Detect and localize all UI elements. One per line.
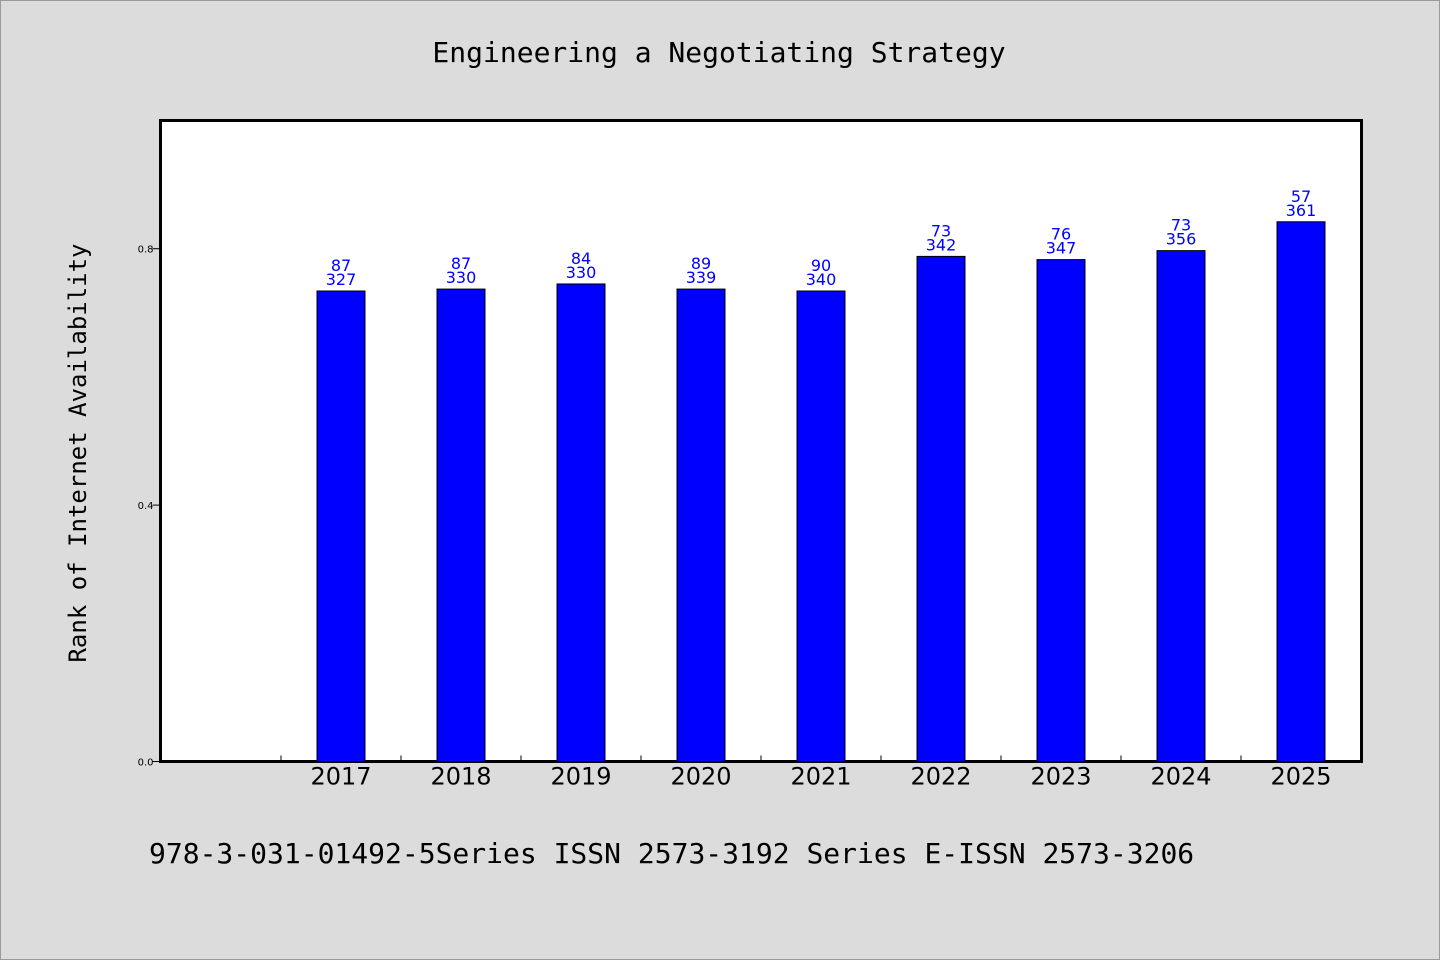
x-tick-label: 2019 — [550, 763, 611, 791]
data-label-bottom: 339 — [686, 268, 717, 287]
data-label-top: 76 — [1051, 225, 1071, 244]
bar-2023 — [1036, 259, 1086, 762]
bar-2021 — [796, 290, 846, 762]
data-label-top: 90 — [811, 256, 831, 275]
data-label-bottom: 340 — [806, 270, 837, 289]
data-label-top: 73 — [931, 221, 951, 240]
data-label-bottom: 330 — [566, 263, 597, 282]
bar-2019 — [556, 283, 606, 762]
data-label-bottom: 356 — [1166, 230, 1197, 249]
x-tick-label: 2024 — [1150, 763, 1211, 791]
bar-2024 — [1156, 250, 1206, 763]
data-label-top: 87 — [331, 256, 351, 275]
x-tick-label: 2023 — [1030, 763, 1091, 791]
y-tick-label: 0.4 — [138, 501, 154, 512]
chart-title: Engineering a Negotiating Strategy — [432, 36, 1005, 69]
data-label-top: 89 — [691, 254, 711, 273]
x-tick-label: 2025 — [1270, 763, 1331, 791]
x-tick-label: 2018 — [430, 763, 491, 791]
y-axis-label: Rank of Internet Availability — [64, 243, 92, 662]
data-label-top: 87 — [451, 254, 471, 273]
bar-2025 — [1276, 221, 1326, 762]
footer-isbn-issn: 978-3-031-01492-5Series ISSN 2573-3192 S… — [149, 837, 1194, 870]
x-tick-label: 2022 — [910, 763, 971, 791]
data-label-top: 57 — [1291, 187, 1311, 206]
data-label-bottom: 342 — [926, 235, 957, 254]
data-label-top: 73 — [1171, 216, 1191, 235]
bar-2017 — [316, 290, 366, 762]
data-label-bottom: 327 — [326, 270, 357, 289]
data-label-bottom: 330 — [446, 268, 477, 287]
bar-series — [316, 221, 1326, 763]
bar-2018 — [436, 288, 486, 762]
bar-2022 — [916, 255, 966, 762]
data-label-top: 84 — [571, 249, 591, 268]
x-tick-label: 2017 — [310, 763, 371, 791]
y-tick-label: 0.8 — [138, 245, 154, 256]
x-tick-label: 2021 — [790, 763, 851, 791]
bar-2020 — [676, 288, 726, 762]
x-tick-label: 2020 — [670, 763, 731, 791]
data-label-bottom: 361 — [1286, 201, 1317, 220]
y-tick-label: 0.0 — [138, 758, 154, 769]
x-axis-ticks: 2017 2018 2019 2020 2021 2022 2023 2024 2025 — [280, 755, 1362, 791]
y-axis-ticks: 0.0 0.4 0.8 — [138, 245, 161, 769]
data-label-bottom: 347 — [1046, 239, 1077, 258]
